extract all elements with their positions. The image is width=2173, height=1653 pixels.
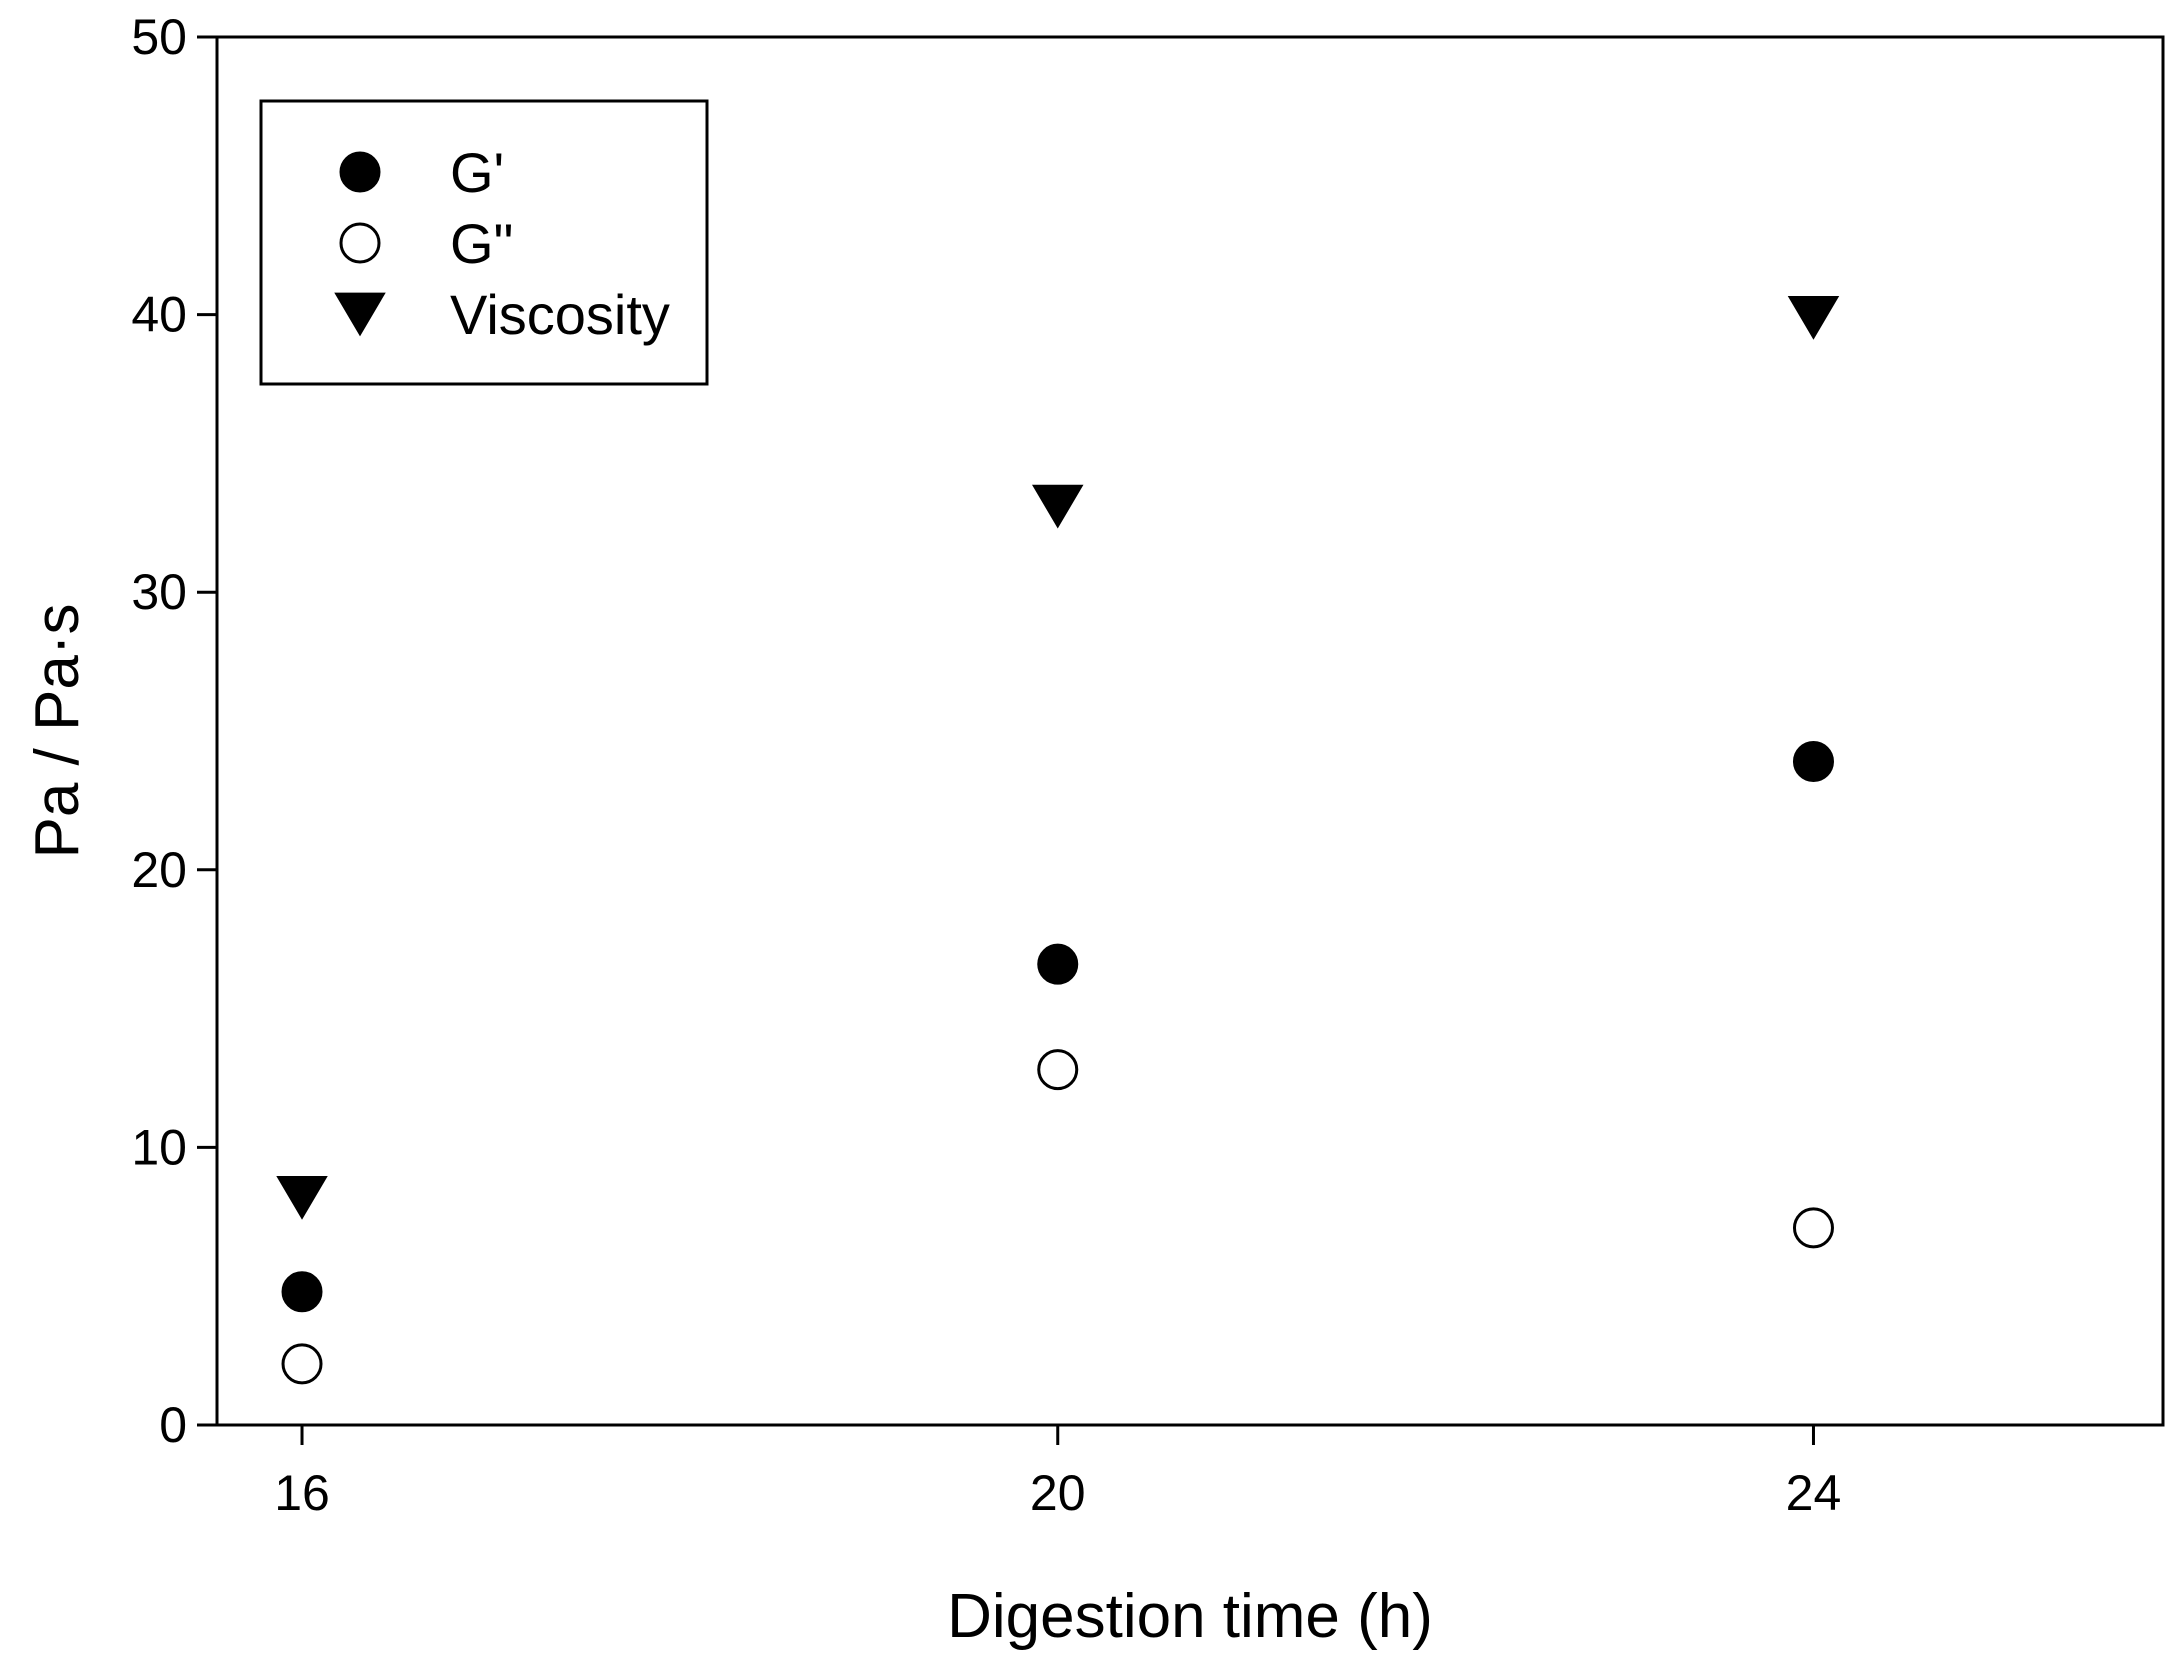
data-point-series-0-x-20 — [1037, 943, 1079, 985]
data-point-series-2-x-24 — [1787, 295, 1840, 340]
y-axis-title: Pa / Pa·s — [23, 604, 92, 859]
legend-marker-0 — [339, 151, 381, 193]
data-point-series-2-x-16 — [276, 1175, 328, 1220]
plot-frame — [215, 35, 2165, 1427]
x-tick-label: 16 — [274, 1465, 330, 1521]
legend-marker-2 — [334, 292, 386, 337]
x-tick-label: 20 — [1030, 1465, 1086, 1521]
data-point-series-0-x-16 — [281, 1271, 323, 1313]
y-tick-label: 20 — [131, 842, 187, 898]
data-point-series-2-x-20 — [1031, 484, 1084, 529]
data-point-series-1-x-24 — [1792, 1207, 1834, 1249]
data-point-series-1-x-16 — [281, 1343, 323, 1385]
legend-label-1: G" — [450, 212, 513, 275]
y-tick-label: 0 — [159, 1397, 187, 1453]
legend-label-0: G' — [450, 141, 504, 204]
legend-marker-1 — [339, 222, 381, 264]
data-point-series-1-x-20 — [1037, 1049, 1079, 1091]
legend-box — [259, 99, 709, 386]
y-tick-label: 10 — [131, 1119, 187, 1175]
data-point-series-0-x-24 — [1792, 741, 1834, 783]
legend-label-2: Viscosity — [450, 283, 670, 346]
x-tick-label: 24 — [1786, 1465, 1842, 1521]
y-tick-label: 50 — [131, 9, 187, 65]
x-axis-title: Digestion time (h) — [947, 1582, 1433, 1651]
y-tick-label: 40 — [131, 287, 187, 343]
y-tick-label: 30 — [131, 564, 187, 620]
